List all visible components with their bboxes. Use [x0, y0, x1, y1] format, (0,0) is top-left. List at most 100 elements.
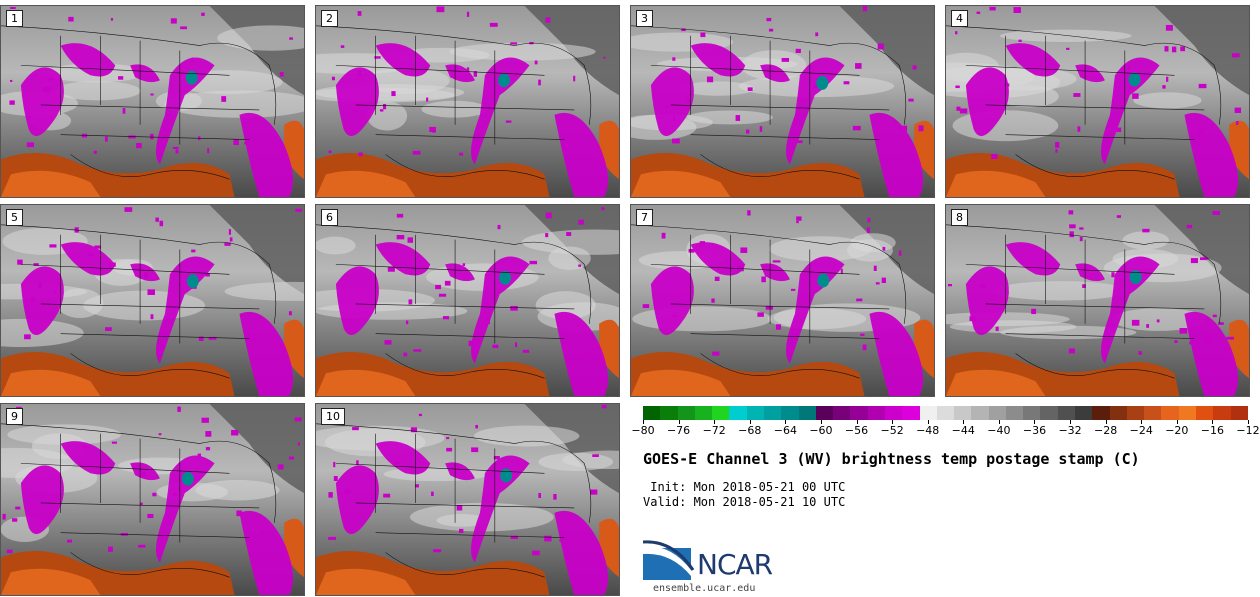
colorbar-tick-label: −52 — [880, 424, 904, 437]
colorbar-swatch — [694, 406, 713, 420]
colorbar-swatch — [1230, 406, 1248, 420]
panel-number: 6 — [321, 209, 338, 226]
colorbar-swatch — [763, 406, 782, 420]
colorbar-tick-mark — [1034, 420, 1036, 424]
colorbar-tick-label: −40 — [987, 424, 1011, 437]
colorbar-swatch — [1161, 406, 1179, 420]
colorbar-tick-label: −12 — [1236, 424, 1260, 437]
colorbar-swatch — [1075, 406, 1093, 420]
wv-map — [946, 6, 1249, 197]
colorbar-tick-label: −68 — [738, 424, 762, 437]
colorbar-swatch — [1109, 406, 1127, 420]
colorbar-swatch — [781, 406, 799, 420]
colorbar-swatch — [1196, 406, 1214, 420]
logo-url: ensemble.ucar.edu — [653, 583, 756, 594]
colorbar-swatch — [643, 406, 661, 420]
panel-number: 7 — [636, 209, 653, 226]
colorbar-tick-label: −44 — [951, 424, 975, 437]
valid-time: Valid: Mon 2018-05-21 10 UTC — [643, 495, 846, 509]
map-panel: 4 — [945, 5, 1250, 198]
colorbar-swatch — [1144, 406, 1162, 420]
colorbar-tick-mark — [963, 420, 965, 424]
colorbar-tick-label: −36 — [1022, 424, 1047, 437]
colorbar-swatch — [1126, 406, 1145, 420]
colorbar-swatch — [884, 406, 903, 420]
colorbar-tick-mark — [1212, 420, 1214, 424]
ncar-logo-icon — [643, 540, 695, 580]
colorbar-tick-mark — [678, 420, 680, 424]
colorbar-tick-label: −72 — [702, 424, 726, 437]
colorbar-swatch — [867, 406, 885, 420]
colorbar-tick-mark — [643, 420, 644, 424]
colorbar-tick-label: −32 — [1058, 424, 1082, 437]
map-panel: 3 — [630, 5, 935, 198]
colorbar-swatch — [729, 406, 747, 420]
map-panel: 2 — [315, 5, 620, 198]
colorbar-tick-label: −64 — [773, 424, 797, 437]
colorbar-tick-mark — [892, 420, 894, 424]
colorbar-tick-label: −80 — [631, 424, 655, 437]
panel-number: 1 — [6, 10, 23, 27]
colorbar-tick-mark — [785, 420, 787, 424]
panel-number: 10 — [321, 408, 345, 425]
colorbar-swatch — [677, 406, 695, 420]
colorbar-tick-mark — [998, 420, 1000, 424]
colorbar-tick-mark — [714, 420, 716, 424]
colorbar-tick-label: −48 — [916, 424, 940, 437]
panel-number: 9 — [6, 408, 23, 425]
colorbar-tick-label: −16 — [1200, 424, 1225, 437]
logo-text: NCAR — [697, 548, 773, 581]
colorbar-swatch — [1092, 406, 1110, 420]
map-panel: 5 — [0, 204, 305, 397]
colorbar-swatch — [936, 406, 955, 420]
wv-map — [631, 6, 934, 197]
colorbar-swatch — [833, 406, 851, 420]
wv-map — [1, 6, 304, 197]
colorbar-swatch — [902, 406, 920, 420]
wv-map — [1, 404, 304, 595]
wv-map — [316, 404, 619, 595]
map-panel: 9 — [0, 403, 305, 596]
colorbar-tick-mark — [1070, 420, 1072, 424]
colorbar-tick-label: −20 — [1165, 424, 1189, 437]
colorbar-swatch — [954, 406, 972, 420]
colorbar-tick-label: −24 — [1129, 424, 1153, 437]
colorbar-swatch — [1005, 406, 1024, 420]
colorbar-swatch — [712, 406, 730, 420]
colorbar-tick-mark — [1248, 420, 1249, 424]
wv-map — [946, 205, 1249, 396]
wv-map — [316, 205, 619, 396]
colorbar-tick-mark — [927, 420, 929, 424]
init-time: Init: Mon 2018-05-21 00 UTC — [643, 480, 846, 494]
map-panel: 10 — [315, 403, 620, 596]
wv-map — [1, 205, 304, 396]
panel-number: 3 — [636, 10, 653, 27]
colorbar-swatch — [988, 406, 1006, 420]
panel-number: 5 — [6, 209, 23, 226]
map-panel: 1 — [0, 5, 305, 198]
colorbar-swatch — [798, 406, 816, 420]
colorbar — [643, 406, 1248, 420]
colorbar-swatch — [1040, 406, 1058, 420]
colorbar-tick-mark — [1176, 420, 1178, 424]
wv-map — [631, 205, 934, 396]
panel-number: 2 — [321, 10, 338, 27]
colorbar-tick-mark — [1105, 420, 1107, 424]
wv-map — [316, 6, 619, 197]
colorbar-tick-mark — [856, 420, 858, 424]
colorbar-swatch — [746, 406, 764, 420]
colorbar-tick-mark — [1141, 420, 1143, 424]
colorbar-tick-label: −76 — [666, 424, 691, 437]
colorbar-swatch — [1213, 406, 1231, 420]
map-panel: 6 — [315, 204, 620, 397]
colorbar-swatch — [1023, 406, 1041, 420]
colorbar-tick-label: −28 — [1094, 424, 1118, 437]
colorbar-tick-mark — [749, 420, 751, 424]
colorbar-ticks: −80 −76 −72 −68 −64 −60 −56 −52 −48 −44 −40 −36 −32−… — [631, 420, 1260, 440]
figure-title: GOES-E Channel 3 (WV) brightness temp po… — [643, 450, 1140, 468]
colorbar-tick-label: −56 — [844, 424, 869, 437]
map-panel: 8 — [945, 204, 1250, 397]
colorbar-swatch — [850, 406, 868, 420]
colorbar-tick-mark — [820, 420, 822, 424]
